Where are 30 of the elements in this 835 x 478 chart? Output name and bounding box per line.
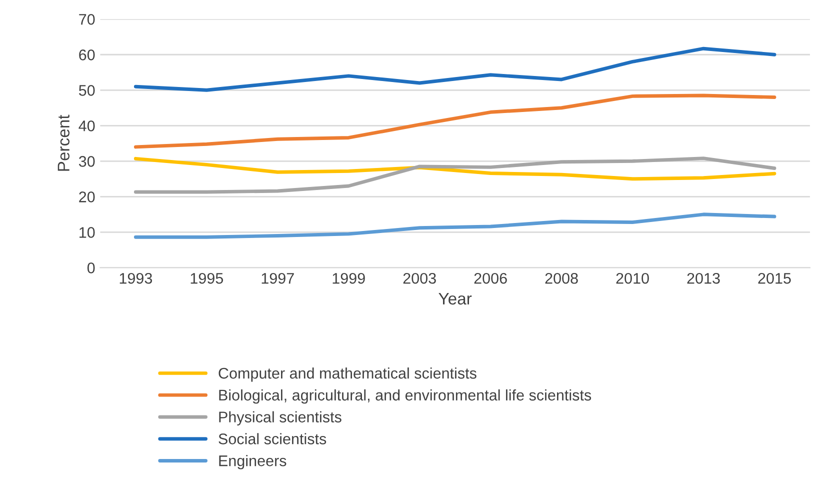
y-tick-label: 20 xyxy=(79,192,95,202)
y-tick-label: 70 xyxy=(79,14,95,25)
x-axis-title: Year xyxy=(438,292,472,305)
x-tick-label: 1999 xyxy=(332,272,365,284)
legend-label: Social scientists xyxy=(218,433,326,444)
x-tick-label: 2008 xyxy=(545,272,578,284)
y-tick-label: 40 xyxy=(78,120,95,132)
x-tick-label: 1997 xyxy=(262,272,294,284)
line-series xyxy=(134,94,776,149)
x-tick-label: 2003 xyxy=(403,272,436,284)
legend-label: Physical scientists xyxy=(219,411,342,426)
x-tick-label: 2015 xyxy=(758,272,791,284)
line-series xyxy=(134,212,776,239)
y-tick-label: 0 xyxy=(87,262,95,274)
y-tick-label: 60 xyxy=(79,49,95,60)
x-tick-label: 1995 xyxy=(190,272,224,284)
y-tick-label: 50 xyxy=(78,85,95,96)
x-tick-label: 2010 xyxy=(616,272,649,284)
line-series xyxy=(134,46,776,92)
legend-label: Biological, agricultural, and environmental life scientists xyxy=(219,389,592,404)
y-tick-label: 10 xyxy=(80,227,95,238)
line-series xyxy=(134,156,776,194)
legend-label: Engineers xyxy=(219,454,286,470)
y-tick-label: 30 xyxy=(78,156,95,167)
line-series xyxy=(134,156,776,181)
legend-label: Computer and mathematical scientists xyxy=(218,367,476,382)
y-axis-title: Percent xyxy=(58,114,70,171)
x-tick-label: 2006 xyxy=(474,272,507,284)
x-tick-label: 1993 xyxy=(120,272,152,284)
x-tick-label: 2013 xyxy=(687,272,720,284)
